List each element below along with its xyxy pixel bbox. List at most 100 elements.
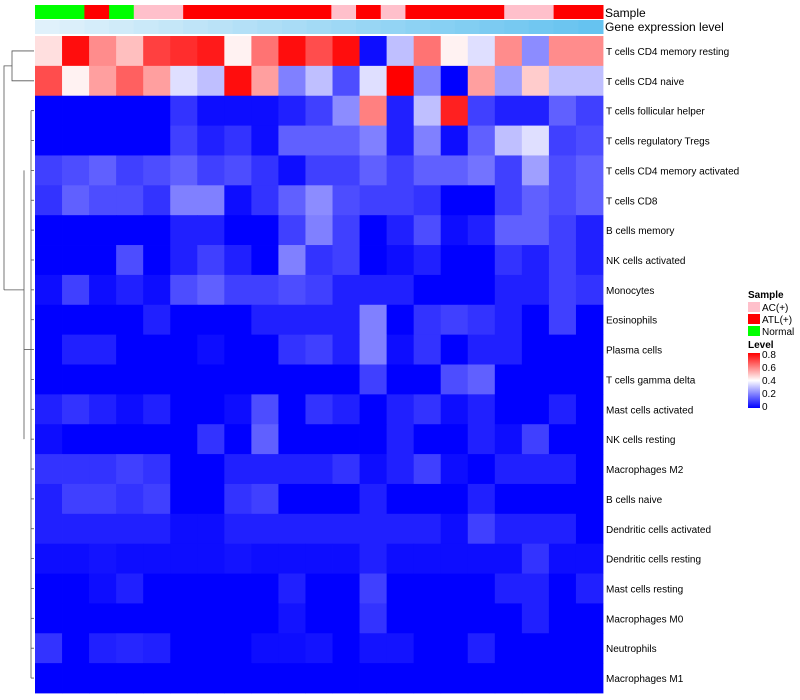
heatmap-cell [332,95,360,126]
heatmap-cell [305,573,333,604]
heatmap-cell [305,36,333,67]
heatmap-cell [440,274,469,306]
heatmap-cell [305,394,333,425]
heatmap-cell [35,424,63,455]
heatmap-cell [278,215,306,246]
expression-annotation-cell [207,20,234,34]
legend-sample-title: Sample [748,290,784,301]
heatmap-cell [197,304,225,336]
heatmap-cell [35,513,63,545]
legend-level-title: Level [748,340,774,351]
heatmap-cell [278,454,306,485]
heatmap-cell [359,394,388,425]
heatmap-cell [332,483,360,515]
heatmap-cell [170,215,198,246]
heatmap-cell [197,274,225,306]
heatmap-cell [386,483,415,515]
heatmap-cell [278,543,306,574]
sample-annotation-cell [405,5,431,19]
heatmap-cell [575,364,604,395]
heatmap-cell [278,304,306,336]
heatmap-cell [521,36,550,67]
heatmap-cell [575,155,604,186]
heatmap-cell [413,215,442,246]
heatmap-cell [62,513,90,545]
heatmap-cell [440,334,469,365]
heatmap-cell [521,454,550,485]
heatmap-cell [413,334,442,365]
heatmap-cell [116,304,144,336]
heatmap-cell [305,304,333,336]
heatmap-cell [170,274,198,306]
heatmap-cell [197,215,225,246]
heatmap-cell [116,334,144,365]
expression-annotation-cell [504,20,530,34]
heatmap-cell [440,185,469,216]
heatmap-cell [332,454,360,485]
heatmap-cell [413,155,442,186]
heatmap-cell [548,424,577,455]
heatmap-cell [197,155,225,186]
heatmap-cell [89,513,117,545]
heatmap-cell [62,454,90,485]
expression-annotation-cell [59,20,85,34]
heatmap-cell [224,364,252,395]
heatmap-cell [467,334,496,365]
heatmap-cell [143,573,171,604]
sample-annotation-cell [183,5,209,19]
heatmap-cell [467,155,496,186]
sample-annotation-cell [553,5,579,19]
heatmap-cell [575,36,604,67]
heatmap-cell [359,274,388,306]
heatmap-cell [197,65,225,97]
heatmap-cell [386,364,415,395]
heatmap-cell [170,125,198,156]
heatmap-cell [170,155,198,186]
heatmap-cell [251,603,279,634]
heatmap-cell [251,245,279,276]
heatmap-cell [386,65,415,97]
expression-annotation-cell [430,20,456,34]
heatmap-cell [251,334,279,365]
heatmap-cell [143,513,171,545]
heatmap-cell [575,65,604,97]
expression-annotation-cell [306,20,332,34]
heatmap-cell [359,65,388,97]
heatmap-cell [278,36,306,67]
heatmap-cell [305,513,333,545]
heatmap-cell [413,364,442,395]
heatmap-cell [89,304,117,336]
heatmap-cell [521,394,550,425]
heatmap-cell [116,245,144,276]
heatmap-cell [467,304,496,336]
heatmap-cell [197,603,225,634]
heatmap-cell [359,304,388,336]
heatmap-cell [224,245,252,276]
heatmap-cell [251,633,279,664]
row-label: Macrophages M0 [606,614,684,625]
heatmap-cell [548,454,577,485]
heatmap-cell [278,185,306,216]
heatmap-cell [413,394,442,425]
sample-annotation-cell [84,5,110,19]
row-label: T cells CD8 [606,196,658,207]
heatmap-cell [575,543,604,574]
heatmap-cell [251,663,279,694]
heatmap-cell [575,663,604,694]
heatmap-cell [359,663,388,694]
heatmap-cell [467,483,496,515]
heatmap-cell [197,454,225,485]
heatmap-cell [413,483,442,515]
row-label: T cells CD4 memory activated [606,166,739,177]
heatmap-cell [62,364,90,395]
row-label: T cells CD4 naive [606,77,685,88]
row-label: T cells regulatory Tregs [606,137,710,148]
expression-annotation-cell [331,20,357,34]
heatmap-cell [251,483,279,515]
heatmap-cell [332,633,360,664]
heatmap-cell [359,454,388,485]
heatmap-cell [251,543,279,574]
legend-level-colorbar [748,353,760,408]
heatmap-cell [386,454,415,485]
heatmap-cell [224,215,252,246]
